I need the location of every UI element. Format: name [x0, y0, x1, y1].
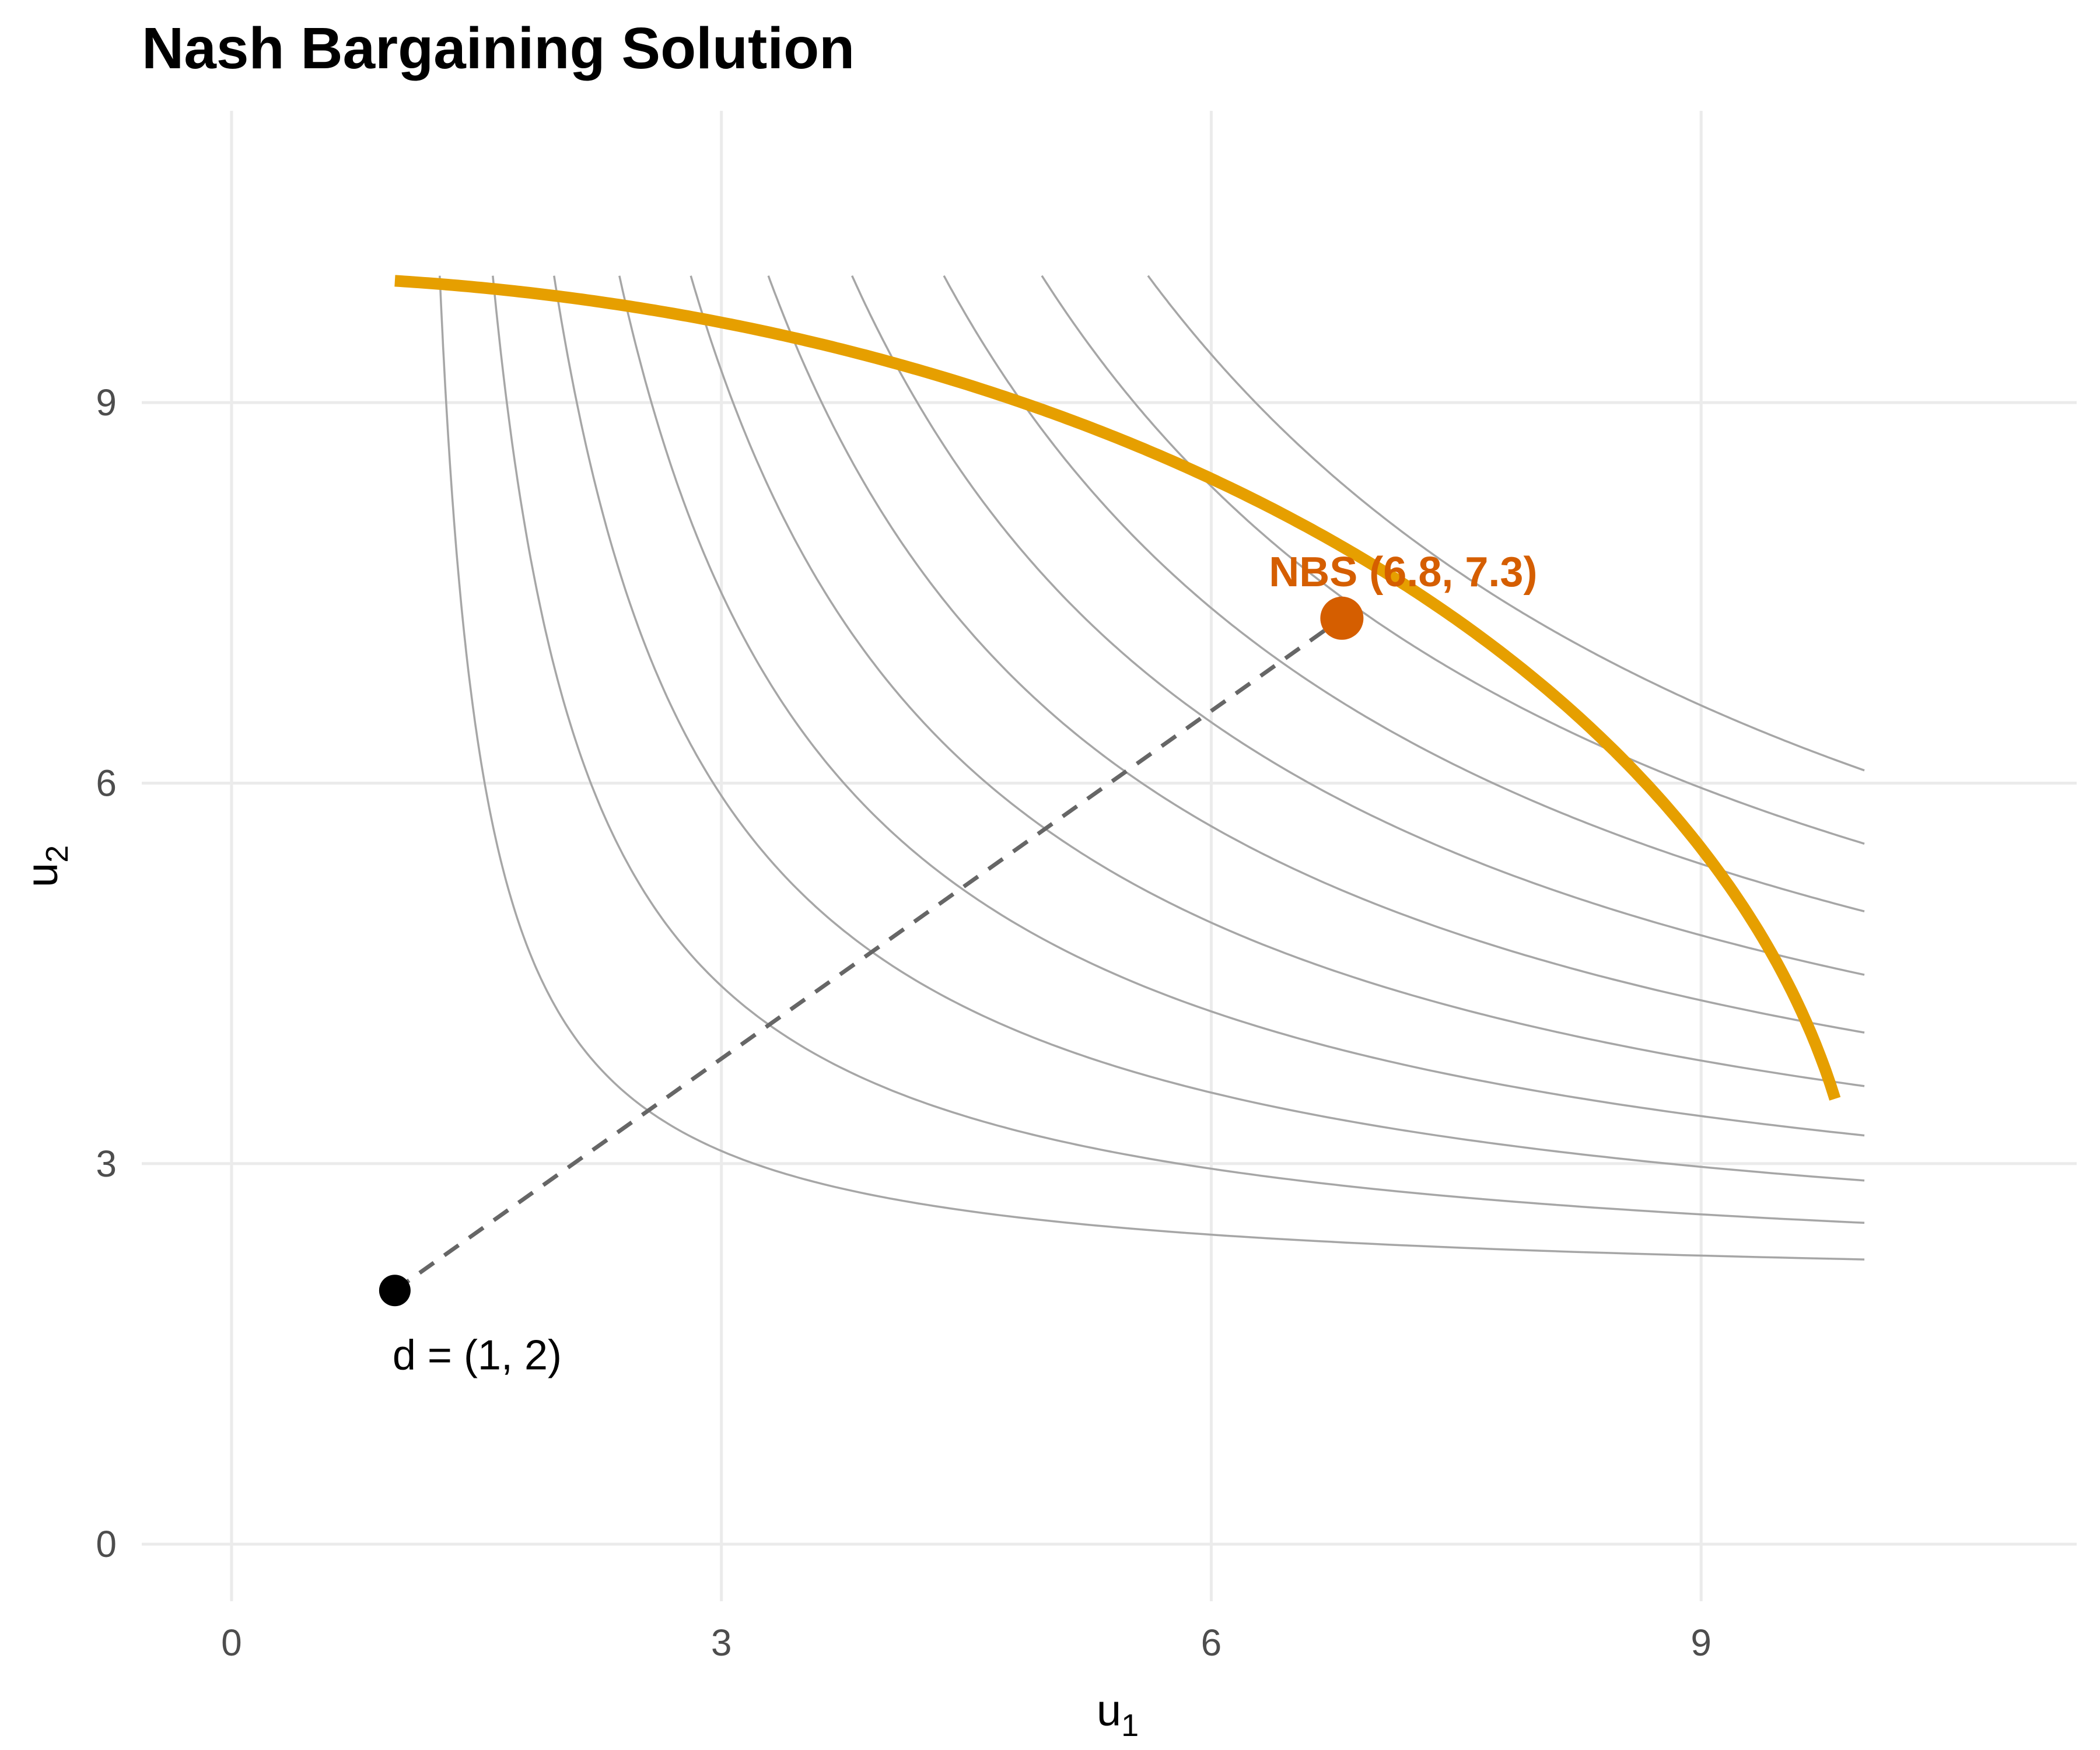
y-axis-label-group: u2 [18, 845, 75, 887]
x-tick-label: 9 [1690, 1622, 1712, 1664]
x-axis-label-subscript: 1 [1121, 1708, 1139, 1743]
nbs-point-label: NBS (6.8, 7.3) [1269, 549, 1537, 596]
disagreement-to-nbs-connector [393, 616, 1343, 1293]
contour-line [690, 275, 1865, 1087]
contour-line [767, 275, 1865, 1034]
y-axis-label-subscript: 2 [40, 845, 75, 863]
x-axis-label: u1 [1097, 1686, 1139, 1743]
chart-title: Nash Bargaining Solution [142, 16, 855, 81]
contour-line [553, 275, 1865, 1182]
x-axis-tick-labels: 0 3 6 9 [221, 1622, 1712, 1664]
y-axis-tick-labels: 0 3 6 9 [96, 382, 117, 1565]
contour-line [492, 275, 1865, 1224]
x-tick-label: 3 [711, 1622, 732, 1664]
x-axis-label-base: u [1097, 1686, 1121, 1735]
y-tick-label: 6 [96, 762, 117, 804]
disagreement-point-marker [379, 1275, 411, 1307]
contour-line [943, 275, 1865, 912]
y-tick-label: 0 [96, 1523, 117, 1565]
y-tick-label: 3 [96, 1143, 117, 1185]
contour-line [618, 275, 1865, 1137]
nash-product-contours [439, 275, 1865, 1261]
y-tick-label: 9 [96, 382, 117, 424]
x-tick-label: 0 [221, 1622, 242, 1664]
grid-lines [142, 111, 2077, 1601]
contour-line [1147, 275, 1865, 772]
contour-line [439, 275, 1865, 1261]
pareto-frontier-curve [394, 275, 1841, 1101]
disagreement-point-label: d = (1, 2) [393, 1332, 562, 1378]
y-axis-label: u2 [18, 845, 75, 887]
contour-line [1041, 275, 1865, 845]
y-axis-label-base: u [18, 863, 67, 887]
contour-line [851, 275, 1865, 976]
x-tick-label: 6 [1201, 1622, 1222, 1664]
nbs-point-marker [1320, 596, 1364, 640]
